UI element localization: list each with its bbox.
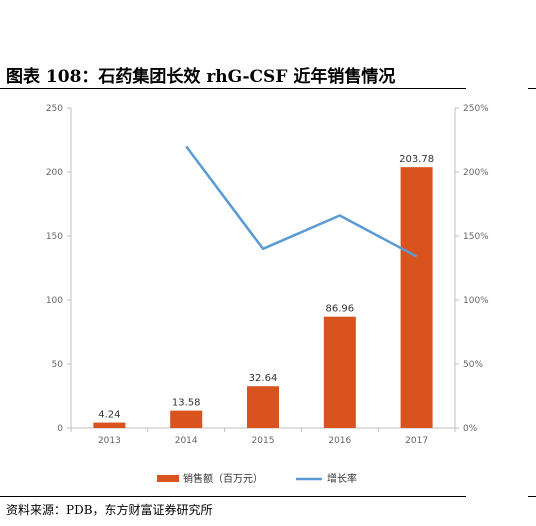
y2-tick-label: 250% <box>463 104 489 114</box>
y-tick-label: 200 <box>46 168 63 178</box>
bar <box>170 410 203 428</box>
legend-label-sales: 销售额（百万元） <box>183 472 263 485</box>
y2-tick-label: 150% <box>463 232 489 242</box>
source-rule <box>0 496 466 497</box>
bar <box>400 167 433 428</box>
y2-tick-label: 50% <box>463 360 483 370</box>
bar-value-label: 32.64 <box>249 373 278 384</box>
bar <box>93 422 126 428</box>
y-tick-label: 0 <box>57 424 63 434</box>
x-tick-label: 2015 <box>252 436 275 446</box>
bar-value-label: 13.58 <box>172 398 201 409</box>
y2-tick-label: 200% <box>463 168 489 178</box>
y-tick-label: 50 <box>52 360 64 370</box>
source-rule-right <box>528 496 536 497</box>
chart-title: 图表 108：石药集团长效 rhG-CSF 近年销售情况 <box>6 67 396 87</box>
x-tick-label: 2016 <box>328 436 351 446</box>
source-note: 资料来源：PDB，东方财富证券研究所 <box>6 503 213 517</box>
bar-value-label: 203.78 <box>399 154 434 165</box>
title-rule <box>0 88 466 89</box>
bar-value-label: 86.96 <box>325 304 354 315</box>
title-rule-right <box>528 88 536 89</box>
y-tick-label: 150 <box>46 232 63 242</box>
legend-swatch-sales <box>157 475 179 482</box>
x-tick-label: 2014 <box>175 436 198 446</box>
bar-value-label: 4.24 <box>98 410 120 421</box>
legend-label-growth: 增长率 <box>327 472 357 485</box>
bar <box>323 316 356 428</box>
y2-tick-label: 0% <box>463 424 478 434</box>
y-tick-label: 250 <box>46 104 63 114</box>
growth-line <box>185 145 418 258</box>
bar <box>247 386 279 428</box>
x-tick-label: 2013 <box>98 436 121 446</box>
y2-tick-label: 100% <box>463 296 489 306</box>
x-tick-label: 2017 <box>405 436 428 446</box>
y-tick-label: 100 <box>46 296 63 306</box>
